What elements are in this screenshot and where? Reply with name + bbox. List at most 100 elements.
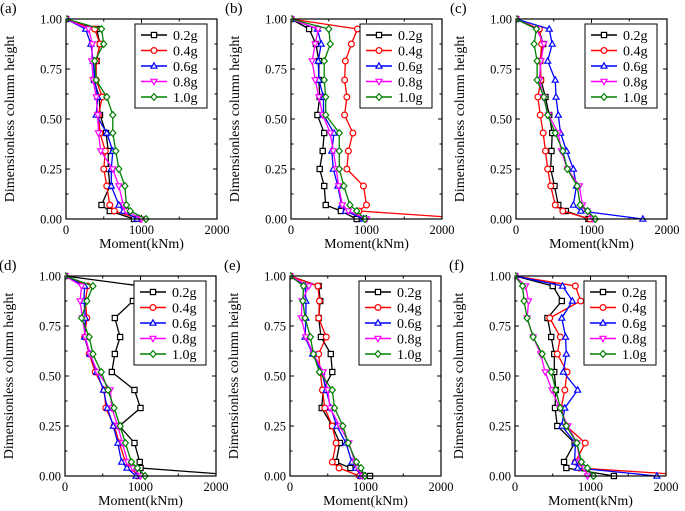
y-tick-label: 0.50 — [264, 370, 286, 384]
triangle-down-marker — [93, 112, 102, 120]
y-axis-label: Dimensionless column height — [3, 36, 18, 203]
legend-label: 0.8g — [622, 333, 647, 348]
x-tick-label: 0 — [512, 480, 518, 494]
diamond-marker — [77, 313, 86, 323]
legend-item: 0.6g — [590, 317, 647, 332]
square-marker — [149, 288, 157, 296]
legend-item: 0.6g — [366, 60, 423, 75]
x-tick-label: 2000 — [429, 480, 454, 494]
legend-item: 0.8g — [140, 333, 197, 348]
diamond-marker — [538, 349, 546, 359]
square-marker — [321, 182, 328, 190]
diamond-marker — [344, 438, 352, 448]
diamond-marker — [328, 385, 337, 395]
circle-marker — [100, 165, 108, 173]
y-tick-label: 0.25 — [265, 163, 287, 177]
subplot-d: (d) 0 1000 2000 0.00 0.25 0.50 0.75 1.00 Moment(k… — [0, 258, 229, 509]
plot-frame — [64, 275, 217, 477]
square-marker — [599, 288, 607, 296]
circle-marker — [559, 207, 567, 215]
diamond-marker — [530, 39, 538, 49]
y-tick-label: 0.00 — [489, 470, 511, 484]
diamond-marker — [97, 24, 106, 34]
series-line-0.6g — [66, 18, 138, 220]
legend-label: 0.8g — [398, 76, 423, 91]
legend-item: 0.8g — [141, 76, 198, 91]
series-line-0.8g — [290, 275, 364, 477]
diamond-marker — [339, 421, 347, 431]
diamond-marker — [583, 206, 592, 216]
diamond-marker — [299, 281, 308, 291]
circle-marker — [359, 182, 367, 190]
legend-item: 0.4g — [366, 45, 423, 60]
square-marker — [316, 165, 323, 173]
diamond-marker — [315, 367, 324, 377]
legend-item: 0.4g — [141, 45, 198, 60]
triangle-up-marker — [551, 75, 560, 83]
legend-label: 0.8g — [173, 76, 198, 91]
y-axis-label: Dimensionless column height — [2, 293, 17, 460]
y-tick-label: 1.00 — [39, 270, 61, 284]
triangle-down-marker — [114, 183, 123, 191]
circle-marker — [577, 297, 585, 305]
triangle-down-marker — [84, 26, 93, 34]
y-tick-label: 1.00 — [490, 13, 512, 27]
diamond-marker — [326, 39, 335, 49]
panel-label: (e) — [224, 258, 241, 274]
circle-marker — [571, 282, 579, 290]
diamond-marker — [149, 349, 157, 359]
diamond-marker — [518, 281, 527, 291]
diamond-marker — [122, 200, 131, 210]
diamond-marker — [520, 296, 528, 306]
diamond-marker — [573, 181, 581, 191]
y-tick-label: 1.00 — [489, 270, 511, 284]
legend: 0.2g0.4g0.6g0.8g1.0g — [358, 280, 432, 366]
square-marker — [136, 458, 143, 466]
circle-marker — [341, 111, 349, 119]
diamond-marker — [306, 332, 315, 342]
y-tick-label: 0.75 — [490, 63, 512, 77]
circle-marker — [332, 439, 340, 447]
legend-item: 0.2g — [140, 286, 197, 301]
circle-marker — [149, 304, 157, 312]
diamond-marker — [357, 463, 365, 473]
legend-label: 0.4g — [397, 302, 422, 317]
triangle-up-marker — [122, 463, 131, 471]
square-marker — [329, 368, 336, 376]
circle-marker — [150, 46, 158, 54]
y-tick-label: 0.00 — [39, 470, 61, 484]
diamond-marker — [563, 164, 572, 174]
y-axis-label: Dimensionless column height — [228, 36, 243, 203]
legend-item: 1.0g — [366, 91, 423, 106]
series-line-0.4g — [515, 275, 666, 475]
y-tick-label: 0.75 — [40, 63, 62, 77]
square-marker — [548, 333, 555, 341]
triangle-up-marker — [317, 39, 326, 47]
triangle-down-marker — [314, 94, 323, 102]
panel-label: (d) — [0, 258, 17, 274]
legend-item: 1.0g — [140, 348, 197, 363]
x-tick-label: 1000 — [128, 480, 153, 494]
square-marker — [327, 350, 334, 358]
circle-marker — [553, 350, 561, 358]
triangle-up-marker — [562, 349, 571, 357]
series-line-0.6g — [290, 275, 362, 477]
diamond-marker — [562, 421, 571, 431]
circle-marker — [347, 40, 355, 48]
x-tick-label: 1000 — [579, 223, 604, 237]
square-marker — [600, 31, 608, 39]
plot-frame — [514, 275, 667, 477]
triangle-down-marker — [598, 335, 608, 343]
subplot-e: (e) 0 1000 2000 0.00 0.25 0.50 0.75 1.00 Moment(k… — [224, 258, 454, 509]
triangle-up-marker — [117, 457, 126, 465]
triangle-up-marker — [149, 61, 159, 69]
subplot-b: (b) 0 1000 2000 0.00 0.25 0.50 0.75 1.00 Moment(k… — [225, 1, 455, 252]
legend-label: 0.8g — [397, 333, 422, 348]
legend-label: 0.6g — [397, 317, 422, 332]
square-marker — [131, 386, 138, 394]
legend-item: 1.0g — [591, 91, 648, 106]
triangle-up-marker — [557, 313, 566, 321]
triangle-up-marker — [569, 164, 578, 172]
x-tick-label: 1000 — [354, 223, 379, 237]
triangle-up-marker — [573, 385, 582, 393]
